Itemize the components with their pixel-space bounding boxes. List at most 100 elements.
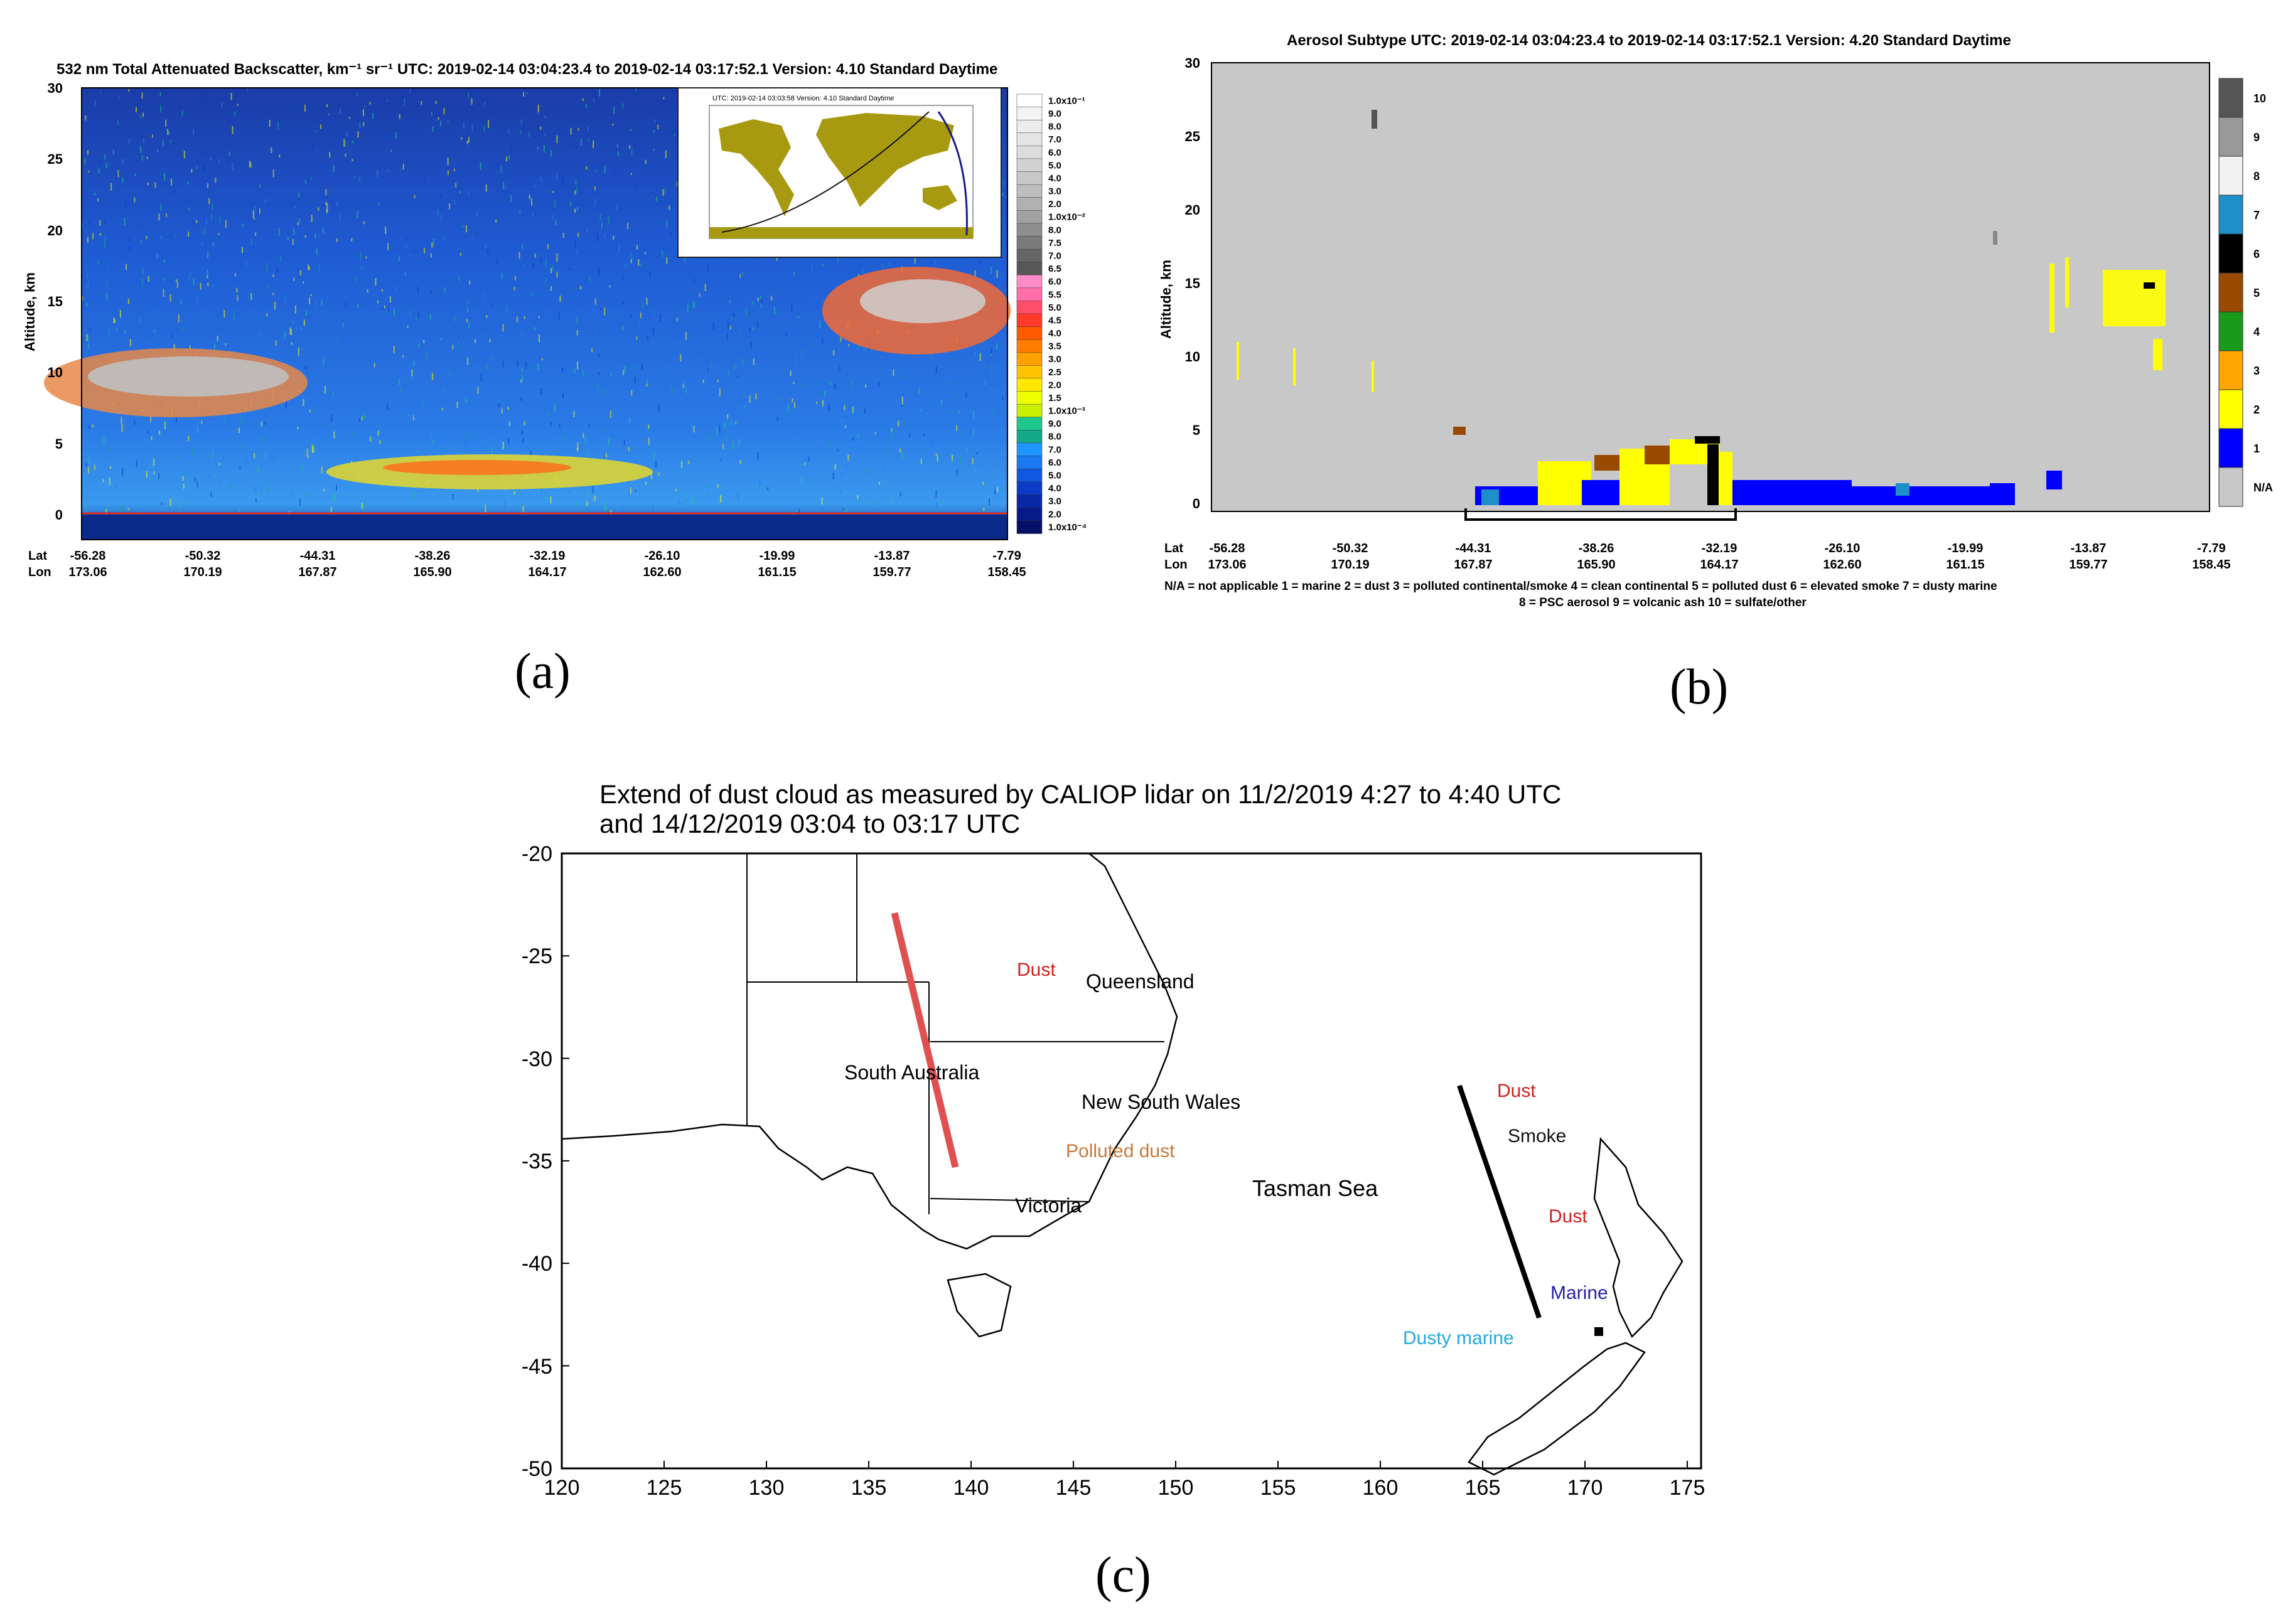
panel-c-track-label-dust-australia: Dust (1017, 959, 1056, 980)
panel-c-map-frame (561, 852, 1702, 1470)
panel-c-title-line2: and 14/12/2019 03:04 to 03:17 UTC (599, 809, 1020, 838)
panel-a-cloud-right-core (860, 279, 985, 323)
panel-a-inset-title: UTC: 2019-02-14 03:03:58 Version: 4.10 S… (712, 95, 894, 102)
panel-b-lon-tick: 170.19 (1331, 558, 1369, 572)
panel-a-colorbar-label: 7.0 (1048, 444, 1061, 455)
panel-a-colorbar-label: 1.0x10⁻³ (1048, 406, 1085, 417)
panel-a-colorbar-label: 4.0 (1048, 483, 1061, 494)
panel-c-track-label-dusty-marine: Dusty marine (1403, 1328, 1514, 1349)
panel-b-ytick: 10 (1185, 349, 1200, 365)
panel-c-xtick: 140 (953, 1476, 989, 1500)
panel-b-ytick: 25 (1185, 129, 1200, 144)
panel-c-track-label-smoke: Smoke (1508, 1126, 1566, 1146)
panel-a-lat-tick: -44.31 (300, 549, 336, 563)
panel-b-legend-code: 6 (2253, 248, 2260, 260)
panel-a-lat-tick: -26.10 (645, 549, 680, 563)
panel-c-track-label-dust-top: Dust (1497, 1081, 1536, 1101)
panel-a-colorbar-swatch (1016, 132, 1043, 147)
panel-a-colorbar-swatch (1016, 430, 1043, 444)
panel-a-colorbar-label: 5.0 (1048, 471, 1061, 481)
panel-a-colorbar-swatch (1016, 274, 1043, 289)
panel-b-legend-swatch (2218, 117, 2243, 157)
panel-b-lat-tick: -50.32 (1333, 542, 1368, 555)
panel-c-xtick: 135 (851, 1476, 887, 1500)
panel-a-plot-frame (81, 87, 1008, 540)
panel-a-surface-band (82, 515, 1007, 540)
panel-c-ytick: -40 (522, 1252, 552, 1276)
panel-a-lat-tick: -32.19 (530, 549, 566, 563)
panel-b-xticks: -56.28 173.06 -50.32 170.19 -44.31 167.87 -38.… (1208, 542, 2230, 572)
panel-a-inset-antarctica (709, 227, 973, 238)
panel-c-label: (c) (1095, 1547, 1151, 1603)
panel-a-ytick: 30 (48, 80, 63, 96)
panel-a-title: 532 nm Total Attenuated Backscatter, km⁻… (56, 61, 997, 78)
panel-a-colorbar-label: 2.5 (1048, 367, 1061, 378)
panel-c-xtick: 150 (1158, 1476, 1194, 1500)
panel-b-aerosol-features (1237, 110, 2166, 505)
panel-c-track-australia (891, 912, 959, 1168)
panel-a-ytick: 10 (48, 365, 63, 380)
panel-a-inset-track (937, 111, 968, 236)
panel-c-state-borders (746, 853, 1164, 1214)
panel-c-label-queensland: Queensland (1086, 970, 1195, 993)
panel-b-legend-code: 7 (2253, 209, 2260, 222)
panel-a-colorbar-label: 7.0 (1048, 134, 1061, 145)
panel-a-colorbar-label: 6.0 (1048, 277, 1061, 287)
panel-c-label-south-australia: South Australia (844, 1061, 979, 1084)
panel-a-colorbar-label: 7.0 (1048, 251, 1061, 262)
panel-a-colorbar-label: 2.0 (1048, 380, 1061, 390)
panel-a-colorbar-label: 6.5 (1048, 264, 1061, 274)
panel-a-colorbar-swatch (1016, 339, 1043, 353)
panel-c-ytick: -20 (522, 842, 552, 866)
panel-b-lat-tick: -32.19 (1702, 542, 1737, 555)
panel-b-legend-code: 4 (2253, 326, 2260, 338)
panel-a-colorbar-swatch (1016, 93, 1043, 108)
panel-a-lat-tick: -38.26 (415, 549, 451, 563)
panel-b-figure: Aerosol Subtype UTC: 2019-02-14 03:04:23… (1158, 32, 2273, 609)
panel-a-colorbar-swatch (1016, 456, 1043, 469)
panel-b-lat-label: Lat (1164, 542, 1183, 555)
panel-a-dust-layer-core (383, 460, 571, 475)
panel-c: Extend of dust cloud as measured by CALI… (490, 766, 1795, 1544)
panel-a-colorbar-swatch (1016, 417, 1043, 431)
panel-b-lat-tick: -7.79 (2197, 542, 2226, 555)
panel-a-cloud-left-core (88, 356, 289, 397)
panel-b-lon-tick: 159.77 (2069, 558, 2107, 572)
panel-c-xtick: 170 (1567, 1476, 1603, 1500)
panel-c-track-tasman (1457, 1084, 1542, 1319)
panel-a-colorbar-swatch (1016, 442, 1043, 457)
panel-a-ytick: 20 (48, 223, 63, 238)
panel-c-figure: Extend of dust cloud as measured by CALI… (522, 779, 1705, 1500)
panel-b-legend-swatch (2218, 350, 2243, 390)
panel-c-xtick: 160 (1363, 1476, 1399, 1500)
panel-c-xtick: 130 (749, 1476, 785, 1500)
panel-b-ytick: 5 (1193, 422, 1200, 438)
panel-a-colorbar-swatch (1016, 378, 1043, 392)
panel-a-colorbar-swatch (1016, 184, 1043, 198)
panel-a-colorbar-label: 3.0 (1048, 354, 1061, 365)
panel-b-key-line1: N/A = not applicable 1 = marine 2 = dust… (1164, 580, 1997, 593)
panel-c-label-victoria: Victoria (1015, 1194, 1082, 1217)
panel-a-colorbar-swatch (1016, 146, 1043, 159)
panel-a-colorbar-label: 8.0 (1048, 225, 1061, 235)
panel-a-colorbar-swatch (1016, 171, 1043, 185)
panel-a-lon-tick: 162.60 (643, 565, 681, 579)
panel-b-legend-swatch (2218, 272, 2243, 313)
panel-b-lon-tick: 162.60 (1823, 558, 1861, 572)
panel-a-colorbar-label: 1.0x10⁻⁴ (1048, 522, 1087, 533)
panel-a-lon-tick: 164.17 (528, 565, 566, 579)
panel-c-track-label-marine: Marine (1550, 1283, 1608, 1303)
panel-b-lon-tick: 173.06 (1208, 558, 1246, 572)
panel-c-label-new-south-wales: New South Wales (1082, 1091, 1240, 1113)
panel-a-colorbar-swatch (1016, 403, 1043, 418)
panel-a-lat-tick: -50.32 (185, 549, 221, 563)
panel-a-colorbar: 1.0x10⁻¹ 9.0 8.0 7.0 6.0 5.0 4.0 3.0 2.0 1.0x10⁻²… (1016, 93, 1087, 534)
panel-a-lat-tick: -19.99 (760, 549, 795, 563)
panel-c-title-line1: Extend of dust cloud as measured by CALI… (599, 779, 1561, 809)
panel-a-colorbar-label: 8.0 (1048, 432, 1061, 442)
panel-a-lat-tick: -56.28 (70, 549, 106, 563)
panel-a-colorbar-label: 2.0 (1048, 509, 1061, 520)
panel-c-label-tasman-sea: Tasman Sea (1252, 1175, 1378, 1201)
panel-c-xtick: 165 (1465, 1476, 1501, 1500)
panel-c-xtick: 155 (1260, 1476, 1296, 1500)
